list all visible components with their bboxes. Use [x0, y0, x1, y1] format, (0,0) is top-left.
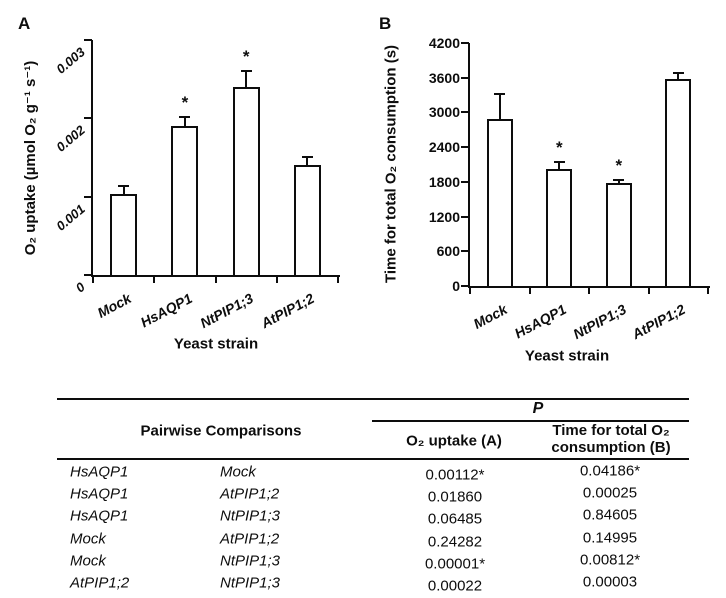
cell-p-time: 0.04186*: [579, 462, 641, 480]
y-axis: [91, 40, 93, 277]
y-tick: [84, 195, 92, 198]
x-axis-title: Yeast strain: [173, 335, 259, 353]
cell-p-uptake: 0.00022: [427, 577, 483, 595]
error-bar-cap: [240, 70, 252, 73]
error-bar-cap: [553, 161, 565, 164]
cell-p-time: 0.84605: [582, 506, 638, 524]
y-tick: [84, 39, 92, 41]
cell-strain-b: NtPIP1;3: [220, 574, 281, 592]
cell-strain-b: Mock: [220, 463, 256, 481]
y-tick-label: 2400: [428, 139, 460, 156]
y-tick: [84, 274, 92, 276]
y-tick-label: 4200: [428, 35, 460, 51]
y-tick-label: 0: [452, 278, 460, 294]
y-tick: [461, 111, 469, 114]
y-tick-label: 3600: [428, 69, 460, 86]
x-tick: [588, 286, 590, 294]
significance-asterisk: *: [181, 92, 189, 112]
cell-p-time: 0.14995: [582, 529, 638, 547]
panel-b-letter: B: [379, 14, 392, 33]
x-tick: [469, 286, 471, 294]
error-bar-line: [498, 93, 501, 121]
y-tick: [84, 117, 92, 120]
cell-strain-b: AtPIP1;2: [220, 485, 280, 503]
bar: [546, 169, 573, 288]
x-tick: [528, 286, 531, 294]
cell-strain-a: Mock: [70, 530, 106, 548]
bar: [171, 126, 199, 277]
error-bar-line: [122, 186, 125, 197]
cell-strain-a: HsAQP1: [70, 507, 129, 525]
cell-p-time: 0.00025: [582, 484, 638, 502]
cell-strain-a: AtPIP1;2: [70, 574, 130, 592]
table-header-rule: [57, 458, 689, 460]
bar: [605, 183, 632, 288]
cell-p-uptake: 0.00112*: [425, 466, 485, 484]
cell-strain-b: NtPIP1;3: [220, 552, 281, 570]
error-bar-cap: [672, 72, 684, 75]
x-tick: [153, 275, 156, 283]
error-bar-line: [245, 71, 248, 89]
error-bar-line: [677, 73, 680, 81]
error-bar-line: [306, 156, 309, 167]
y-tick: [461, 215, 469, 218]
x-axis-title: Yeast strain: [524, 347, 610, 365]
cell-p-uptake: 0.01860: [427, 488, 483, 506]
error-bar-cap: [301, 155, 313, 158]
y-tick: [461, 250, 469, 253]
cell-strain-b: NtPIP1;3: [220, 507, 281, 525]
y-tick: [461, 76, 469, 79]
table-col-header-uptake: O₂ uptake (A): [406, 432, 502, 450]
y-tick: [461, 146, 469, 149]
y-tick-label: 1800: [428, 173, 460, 190]
significance-asterisk: *: [555, 138, 563, 158]
table-group-header: Pairwise Comparisons: [140, 422, 302, 440]
cell-p-time: 0.00003: [582, 573, 638, 591]
significance-asterisk: *: [242, 47, 250, 67]
cell-strain-a: HsAQP1: [70, 463, 129, 481]
error-bar-line: [558, 162, 561, 172]
bar: [665, 78, 692, 288]
error-bar-cap: [494, 92, 506, 95]
cell-p-uptake: 0.24282: [427, 533, 483, 551]
cell-p-uptake: 0.06485: [427, 510, 483, 528]
bar: [232, 87, 260, 277]
x-tick: [707, 286, 709, 294]
x-tick: [92, 275, 94, 283]
y-tick: [461, 42, 469, 44]
cell-strain-b: AtPIP1;2: [220, 530, 280, 548]
bar: [293, 164, 321, 277]
y-tick-label: 3000: [428, 104, 460, 121]
table-top-rule: [57, 398, 689, 400]
panel-a-letter: A: [18, 14, 31, 33]
error-bar-line: [183, 116, 186, 129]
x-tick: [275, 275, 278, 283]
cell-p-uptake: 0.00001*: [424, 555, 486, 573]
significance-asterisk: *: [615, 155, 623, 175]
table-col-header-time: Time for total O₂ consumption (B): [551, 421, 671, 456]
cell-strain-a: Mock: [70, 552, 106, 570]
y-tick: [461, 285, 469, 287]
table-p-subrule: [372, 420, 689, 422]
y-tick-label: 1200: [428, 208, 460, 225]
cell-strain-a: HsAQP1: [70, 485, 129, 503]
error-bar-cap: [179, 115, 191, 118]
x-tick: [214, 275, 217, 283]
error-bar-cap: [613, 178, 625, 181]
error-bar-cap: [118, 185, 130, 188]
y-axis: [468, 43, 470, 288]
table-p-header: P: [532, 400, 544, 417]
y-tick: [461, 180, 469, 183]
y-tick-label: 600: [436, 243, 460, 260]
x-tick: [647, 286, 650, 294]
x-tick: [337, 275, 339, 283]
error-bar-line: [617, 179, 620, 185]
cell-p-time: 0.00812*: [579, 551, 641, 569]
